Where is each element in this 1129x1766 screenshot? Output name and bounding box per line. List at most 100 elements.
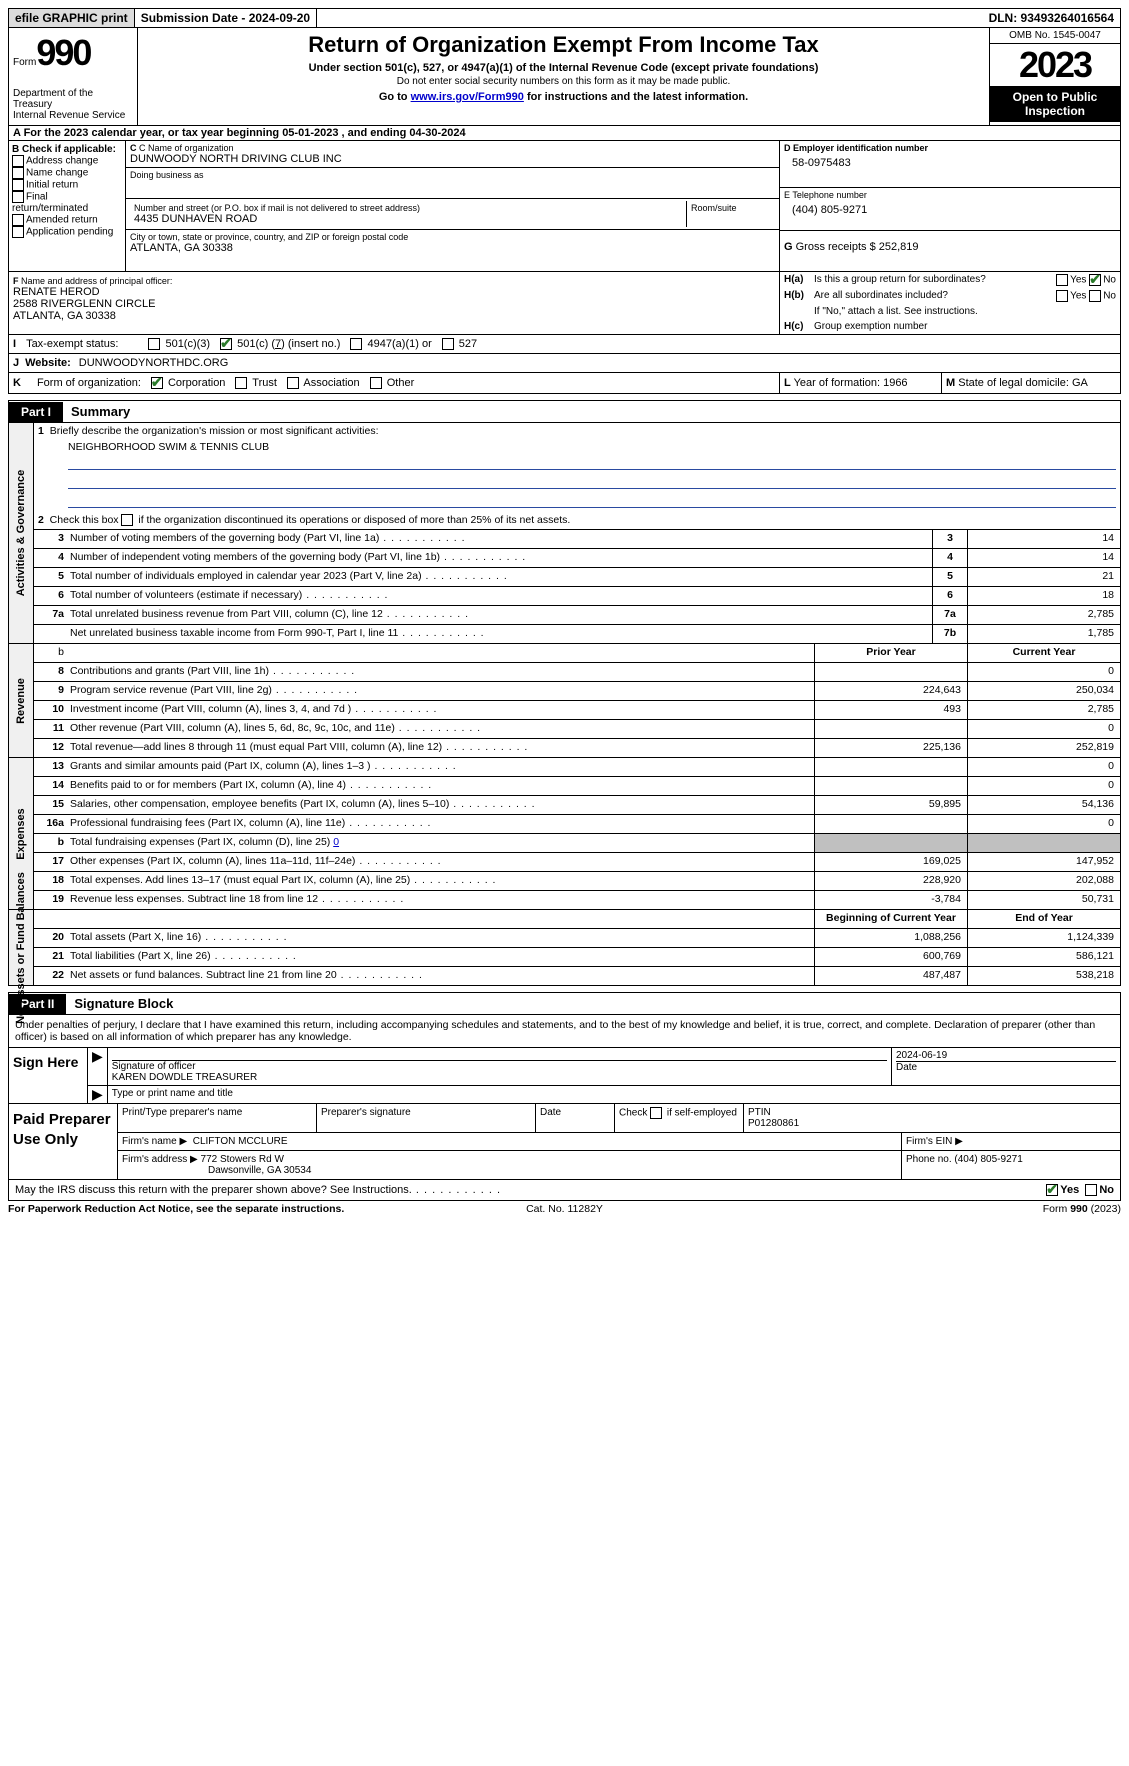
chk-amended-return[interactable]: Amended return [12, 214, 122, 226]
hb-yes[interactable] [1056, 290, 1068, 302]
page-footer: For Paperwork Reduction Act Notice, see … [8, 1201, 1121, 1215]
firm-addr1: 772 Stowers Rd W [201, 1154, 284, 1165]
website-value: DUNWOODYNORTHDC.ORG [79, 357, 229, 369]
chk-name-change[interactable]: Name change [12, 167, 122, 179]
chk-501c[interactable] [220, 338, 232, 350]
chk-501c3[interactable] [148, 338, 160, 350]
exp-row: 16aProfessional fundraising fees (Part I… [34, 815, 1120, 834]
firm-name: CLIFTON MCCLURE [193, 1136, 288, 1147]
open-inspection: Open to Public Inspection [990, 86, 1120, 122]
paid-preparer-block: Paid Preparer Use Only Print/Type prepar… [8, 1104, 1121, 1180]
chk-application-pending[interactable]: Application pending [12, 226, 122, 238]
officer-and-group: F Name and address of principal officer:… [8, 272, 1121, 335]
form-number: 990 [36, 32, 90, 73]
mission-text: NEIGHBORHOOD SWIM & TENNIS CLUB [34, 439, 1120, 453]
rev-row: 12Total revenue—add lines 8 through 11 (… [34, 739, 1120, 757]
exp-row: 19Revenue less expenses. Subtract line 1… [34, 891, 1120, 909]
exp-row: 15Salaries, other compensation, employee… [34, 796, 1120, 815]
chk-initial-return[interactable]: Initial return [12, 179, 122, 191]
exp-row: 18Total expenses. Add lines 13–17 (must … [34, 872, 1120, 891]
org-form-row: K Form of organization: Corporation Trus… [8, 373, 1121, 394]
hb-no[interactable] [1089, 290, 1101, 302]
gov-row: 5Total number of individuals employed in… [34, 568, 1120, 587]
net-row: 21Total liabilities (Part X, line 26)600… [34, 948, 1120, 967]
ha-no[interactable] [1089, 274, 1101, 286]
col-b-checkboxes: B Check if applicable: Address change Na… [9, 141, 126, 271]
signature-intro: Under penalties of perjury, I declare th… [8, 1015, 1121, 1048]
rev-row: 8Contributions and grants (Part VIII, li… [34, 663, 1120, 682]
gov-row: Net unrelated business taxable income fr… [34, 625, 1120, 643]
rev-header: b Prior Year Current Year [34, 644, 1120, 663]
chk-527[interactable] [442, 338, 454, 350]
submission-date: Submission Date - 2024-09-20 [135, 9, 317, 27]
netassets-section: Net Assets or Fund Balances Beginning of… [8, 910, 1121, 986]
omb-number: OMB No. 1545-0047 [990, 28, 1120, 44]
officer-signature: KAREN DOWDLE TREASURER [112, 1072, 887, 1083]
chk-trust[interactable] [235, 377, 247, 389]
room-label: Room/suite [691, 203, 771, 213]
exp-row: 14Benefits paid to or for members (Part … [34, 777, 1120, 796]
city-label: City or town, state or province, country… [130, 232, 775, 242]
chk-4947[interactable] [350, 338, 362, 350]
website-row: J Website: DUNWOODYNORTHDC.ORG [8, 354, 1121, 373]
officer-label: F Name and address of principal officer: [13, 276, 775, 286]
fundraising-link[interactable]: 0 [333, 836, 339, 848]
ptin: P01280861 [748, 1118, 799, 1129]
firm-phone: (404) 805-9271 [954, 1154, 1022, 1165]
form-label: Form [13, 57, 36, 68]
chk-address-change[interactable]: Address change [12, 155, 122, 167]
exp-row: 13Grants and similar amounts paid (Part … [34, 758, 1120, 777]
discuss-yes[interactable] [1046, 1184, 1058, 1196]
rev-row: 11Other revenue (Part VIII, column (A), … [34, 720, 1120, 739]
net-header: Beginning of Current Year End of Year [34, 910, 1120, 929]
top-bar: efile GRAPHIC print Submission Date - 20… [8, 8, 1121, 28]
officer-addr1: 2588 RIVERGLENN CIRCLE [13, 298, 775, 310]
gov-row: 3Number of voting members of the governi… [34, 530, 1120, 549]
part2-header: Part II Signature Block [8, 992, 1121, 1015]
chk-discontinued[interactable] [121, 514, 133, 526]
governance-section: Activities & Governance 1 Briefly descri… [8, 423, 1121, 644]
year-of-formation: 1966 [883, 377, 907, 389]
row-a-tax-year: A For the 2023 calendar year, or tax yea… [8, 126, 1121, 141]
gross-receipts: 252,819 [879, 241, 919, 253]
officer-addr2: ATLANTA, GA 30338 [13, 310, 775, 322]
group-return-ha: H(a) Is this a group return for subordin… [780, 272, 1120, 288]
chk-corporation[interactable] [151, 377, 163, 389]
form990-link[interactable]: www.irs.gov/Form990 [411, 91, 524, 103]
chk-association[interactable] [287, 377, 299, 389]
hb-note: If "No," attach a list. See instructions… [780, 304, 1120, 319]
rev-row: 10Investment income (Part VIII, column (… [34, 701, 1120, 720]
chk-final-return[interactable]: Final return/terminated [12, 191, 122, 214]
discuss-with-preparer: May the IRS discuss this return with the… [8, 1180, 1121, 1201]
net-row: 22Net assets or fund balances. Subtract … [34, 967, 1120, 985]
part1-header: Part I Summary [8, 400, 1121, 423]
self-employed-check: Check if self-employed [615, 1104, 744, 1132]
efile-print-button[interactable]: efile GRAPHIC print [9, 9, 135, 27]
ssn-note: Do not enter social security numbers on … [146, 76, 981, 87]
exp-row: bTotal fundraising expenses (Part IX, co… [34, 834, 1120, 853]
ha-yes[interactable] [1056, 274, 1068, 286]
ein: 58-0975483 [784, 153, 1116, 169]
rev-row: 9Program service revenue (Part VIII, lin… [34, 682, 1120, 701]
discuss-no[interactable] [1085, 1184, 1097, 1196]
phone: (404) 805-9271 [784, 200, 1116, 216]
form-header: Form990 Department of the TreasuryIntern… [8, 28, 1121, 126]
street-address: 4435 DUNHAVEN ROAD [134, 213, 682, 225]
goto-line: Go to www.irs.gov/Form990 for instructio… [146, 91, 981, 103]
group-return-hb: H(b) Are all subordinates included? Yes … [780, 288, 1120, 304]
chk-other[interactable] [370, 377, 382, 389]
phone-label: E Telephone number [784, 190, 1116, 200]
firm-addr2: Dawsonville, GA 30534 [208, 1165, 311, 1176]
gov-row: 6Total number of volunteers (estimate if… [34, 587, 1120, 606]
dln: DLN: 93493264016564 [983, 9, 1120, 27]
gov-row: 7aTotal unrelated business revenue from … [34, 606, 1120, 625]
ein-label: D Employer identification number [784, 143, 1116, 153]
officer-name: RENATE HEROD [13, 286, 775, 298]
net-row: 20Total assets (Part X, line 16)1,088,25… [34, 929, 1120, 948]
revenue-section: Revenue b Prior Year Current Year 8Contr… [8, 644, 1121, 758]
expenses-section: Expenses 13Grants and similar amounts pa… [8, 758, 1121, 910]
org-name-label: C C Name of organization [130, 143, 775, 153]
street-label: Number and street (or P.O. box if mail i… [134, 203, 682, 213]
sign-here-block: Sign Here ▶ Signature of officer KAREN D… [8, 1048, 1121, 1104]
form-subtitle: Under section 501(c), 527, or 4947(a)(1)… [146, 62, 981, 74]
